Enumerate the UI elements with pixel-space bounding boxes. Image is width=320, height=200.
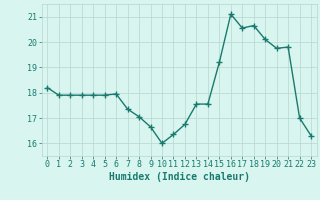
X-axis label: Humidex (Indice chaleur): Humidex (Indice chaleur) xyxy=(109,172,250,182)
